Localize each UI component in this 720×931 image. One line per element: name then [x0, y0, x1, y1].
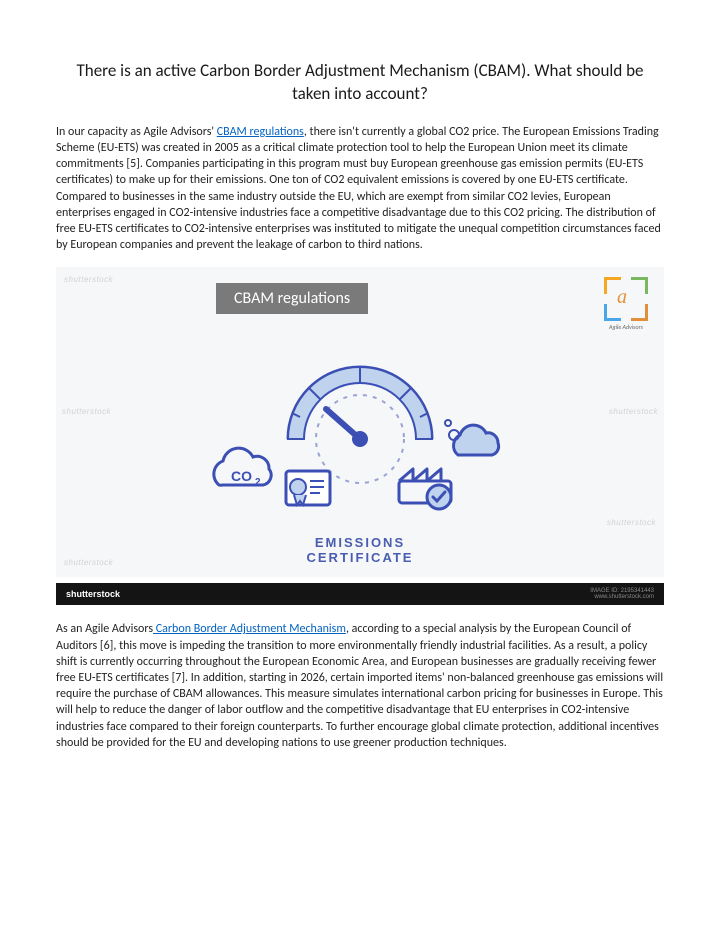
stock-site: www.shutterstock.com [594, 594, 654, 600]
figure-label: CBAM regulations [216, 283, 368, 314]
svg-text:2: 2 [255, 477, 261, 488]
figure-container: shutterstock shutterstock shutterstock s… [56, 267, 664, 577]
watermark: shutterstock [64, 558, 113, 567]
page-title: There is an active Carbon Border Adjustm… [56, 60, 664, 106]
para2-post: , according to a special analysis by the… [56, 622, 663, 749]
watermark: shutterstock [609, 407, 658, 416]
watermark: shutterstock [607, 518, 656, 527]
image-id-label: IMAGE ID: [590, 588, 619, 594]
paragraph-2: As an Agile Advisors Carbon Border Adjus… [56, 621, 664, 751]
watermark: shutterstock [64, 275, 113, 284]
emissions-certificate-illustration: CO 2 [190, 329, 530, 529]
figure-caption: EMISSIONSCERTIFICATE [56, 535, 664, 565]
watermark: shutterstock [62, 407, 111, 416]
image-id: 2195341443 [621, 588, 654, 594]
agile-advisors-logo: a Agile Advisors [604, 277, 648, 321]
paragraph-1: In our capacity as Agile Advisors' CBAM … [56, 124, 664, 254]
cbam-mechanism-link[interactable]: Carbon Border Adjustment Mechanism [153, 622, 346, 636]
para1-post: , there isn't currently a global CO2 pri… [56, 125, 661, 252]
para1-pre: In our capacity as Agile Advisors' [56, 125, 217, 139]
svg-text:CO: CO [231, 468, 252, 484]
para2-pre: As an Agile Advisors [56, 622, 153, 636]
cbam-regulations-link[interactable]: CBAM regulations [217, 125, 304, 139]
stock-attribution-bar: shutterstock IMAGE ID: 2195341443 www.sh… [56, 583, 664, 605]
stock-logo: shutterstock [66, 589, 120, 599]
